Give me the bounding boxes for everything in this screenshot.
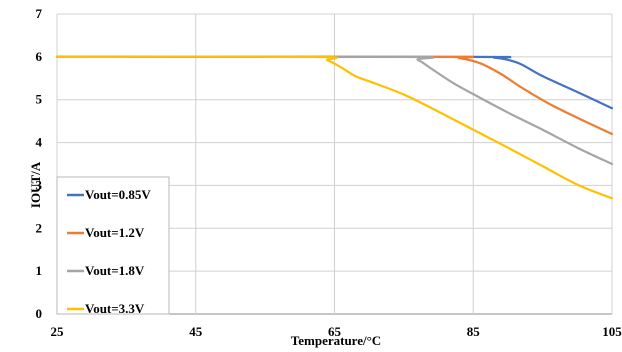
series-line-3	[55, 55, 614, 166]
y-tick-label: 0	[36, 306, 43, 321]
y-tick-label: 2	[36, 220, 43, 235]
legend-label: Vout=0.85V	[85, 187, 151, 202]
y-tick-label: 3	[36, 177, 43, 192]
legend-label: Vout=1.2V	[85, 225, 145, 240]
legend-label: Vout=3.3V	[85, 301, 145, 316]
x-tick-label: 105	[602, 324, 622, 339]
y-tick-label: 5	[36, 92, 43, 107]
series-lines	[55, 55, 614, 200]
x-tick-label: 45	[189, 324, 203, 339]
legend-box	[56, 176, 170, 315]
legend-label: Vout=1.8V	[85, 263, 145, 278]
x-axis-title: Temperature/°C	[291, 333, 381, 348]
x-tick-label: 25	[51, 324, 65, 339]
y-tick-label: 6	[36, 49, 43, 64]
x-tick-labels: 25 45 65 85 105	[51, 324, 622, 339]
x-tick-label: 65	[328, 324, 342, 339]
legend: Vout=0.85V Vout=1.2V Vout=1.8V Vout=3.3V	[56, 176, 170, 316]
series-line-4	[55, 55, 614, 200]
y-tick-labels: 0 1 2 3 4 5 6 7	[36, 6, 43, 321]
y-tick-label: 1	[36, 263, 43, 278]
y-tick-label: 7	[36, 6, 43, 21]
y-tick-label: 4	[36, 135, 43, 150]
y-axis-title: IOUT/A	[28, 161, 43, 208]
x-tick-label: 85	[467, 324, 481, 339]
